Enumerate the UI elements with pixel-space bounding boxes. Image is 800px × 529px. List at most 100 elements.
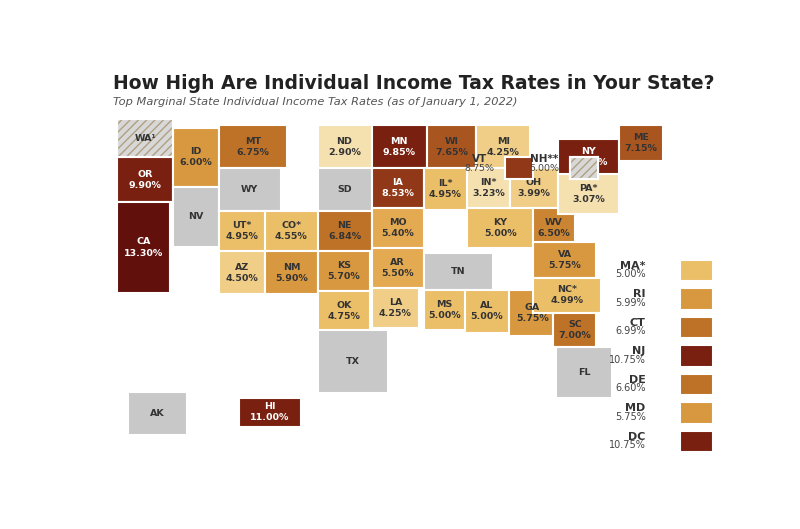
Text: WV
6.50%: WV 6.50% — [538, 218, 570, 238]
Text: SC
7.00%: SC 7.00% — [558, 320, 591, 340]
Bar — [318, 125, 371, 168]
Text: 8.75%: 8.75% — [464, 163, 494, 172]
Bar — [679, 345, 714, 367]
Text: OR
9.90%: OR 9.90% — [129, 170, 162, 190]
Text: MA*: MA* — [620, 261, 646, 271]
Text: ME
7.15%: ME 7.15% — [625, 133, 658, 153]
Bar — [118, 202, 170, 293]
Text: 5.00%: 5.00% — [615, 269, 646, 279]
Text: CT: CT — [630, 318, 646, 328]
Text: MI
4.25%: MI 4.25% — [486, 136, 520, 157]
Bar — [679, 317, 714, 339]
Text: MT
6.75%: MT 6.75% — [237, 136, 270, 157]
Bar — [173, 128, 219, 187]
Bar — [679, 260, 714, 281]
Text: FL: FL — [578, 368, 590, 377]
Bar — [679, 374, 714, 395]
Text: 6.99%: 6.99% — [615, 326, 646, 336]
Text: IA
8.53%: IA 8.53% — [382, 178, 414, 198]
Bar — [173, 187, 219, 247]
Bar — [266, 211, 318, 251]
Bar — [318, 168, 371, 211]
Text: AZ
4.50%: AZ 4.50% — [226, 263, 258, 283]
Bar — [510, 168, 558, 208]
Text: TN: TN — [451, 267, 466, 276]
Text: NY
10.90%: NY 10.90% — [569, 147, 608, 167]
Text: OH
3.99%: OH 3.99% — [518, 178, 550, 198]
Bar — [427, 125, 476, 168]
Text: LA
4.25%: LA 4.25% — [379, 298, 412, 318]
Text: RI: RI — [633, 289, 646, 299]
Bar — [219, 125, 287, 168]
Bar — [570, 158, 598, 179]
Bar — [570, 158, 598, 179]
Bar — [509, 290, 556, 336]
Text: NH**: NH** — [530, 154, 558, 164]
Text: WI
7.65%: WI 7.65% — [435, 136, 468, 157]
Text: AL
5.00%: AL 5.00% — [470, 302, 503, 322]
Text: 5.00%: 5.00% — [529, 163, 559, 172]
Bar — [554, 313, 596, 347]
Bar — [318, 211, 371, 251]
Text: VA
5.75%: VA 5.75% — [548, 250, 581, 270]
Bar — [679, 288, 714, 310]
Bar — [318, 291, 370, 330]
Text: DE: DE — [629, 375, 646, 385]
Text: ID
6.00%: ID 6.00% — [179, 148, 212, 168]
Text: 5.99%: 5.99% — [615, 298, 646, 308]
Text: IL*
4.95%: IL* 4.95% — [429, 179, 462, 199]
Text: MN
9.85%: MN 9.85% — [382, 136, 416, 157]
Text: CA
13.30%: CA 13.30% — [124, 238, 163, 258]
Text: WY: WY — [242, 185, 258, 194]
Text: 10.75%: 10.75% — [609, 441, 646, 450]
Text: SD: SD — [338, 185, 352, 194]
Text: Top Marginal State Individual Income Tax Rates (as of January 1, 2022): Top Marginal State Individual Income Tax… — [113, 97, 518, 106]
Bar — [534, 242, 596, 278]
Bar — [679, 431, 714, 452]
Bar — [679, 402, 714, 424]
Text: KY
5.00%: KY 5.00% — [484, 218, 517, 238]
Text: KS
5.70%: KS 5.70% — [327, 261, 360, 281]
Bar — [371, 248, 424, 288]
Text: CO*
4.55%: CO* 4.55% — [275, 221, 308, 241]
Bar — [371, 125, 427, 168]
Bar — [118, 119, 173, 158]
Text: 5.75%: 5.75% — [614, 412, 646, 422]
Bar — [371, 168, 424, 208]
Bar — [371, 208, 424, 248]
Text: UT*
4.95%: UT* 4.95% — [226, 221, 258, 241]
Bar — [506, 158, 534, 179]
Text: MS
5.00%: MS 5.00% — [428, 300, 461, 320]
Bar — [466, 290, 509, 333]
Bar — [556, 347, 612, 398]
Bar — [467, 168, 510, 208]
Text: NC*
4.99%: NC* 4.99% — [550, 285, 583, 305]
Bar — [318, 330, 389, 393]
Text: 6.60%: 6.60% — [615, 384, 646, 394]
Bar — [118, 119, 173, 158]
Bar — [219, 211, 266, 251]
Bar — [118, 119, 173, 158]
Text: 10.75%: 10.75% — [609, 355, 646, 365]
Bar — [467, 208, 534, 248]
Bar — [424, 168, 467, 210]
Text: NJ: NJ — [632, 346, 646, 357]
Bar — [558, 175, 619, 214]
Bar — [534, 278, 601, 313]
Bar — [118, 158, 173, 202]
Text: HI
11.00%: HI 11.00% — [250, 402, 290, 422]
Text: How High Are Individual Income Tax Rates in Your State?: How High Are Individual Income Tax Rates… — [113, 74, 714, 93]
Text: TX: TX — [346, 357, 360, 366]
Bar — [424, 290, 466, 330]
Text: AK: AK — [150, 408, 165, 417]
Text: NM
5.90%: NM 5.90% — [275, 263, 308, 283]
Bar — [558, 139, 619, 175]
Text: NE
6.84%: NE 6.84% — [328, 221, 361, 241]
Text: NV: NV — [188, 212, 204, 221]
Bar — [570, 158, 598, 179]
Text: ND
2.90%: ND 2.90% — [328, 136, 361, 157]
Bar — [266, 251, 318, 295]
Text: MO
5.40%: MO 5.40% — [382, 218, 414, 238]
Bar — [219, 168, 281, 211]
Bar — [318, 251, 370, 291]
